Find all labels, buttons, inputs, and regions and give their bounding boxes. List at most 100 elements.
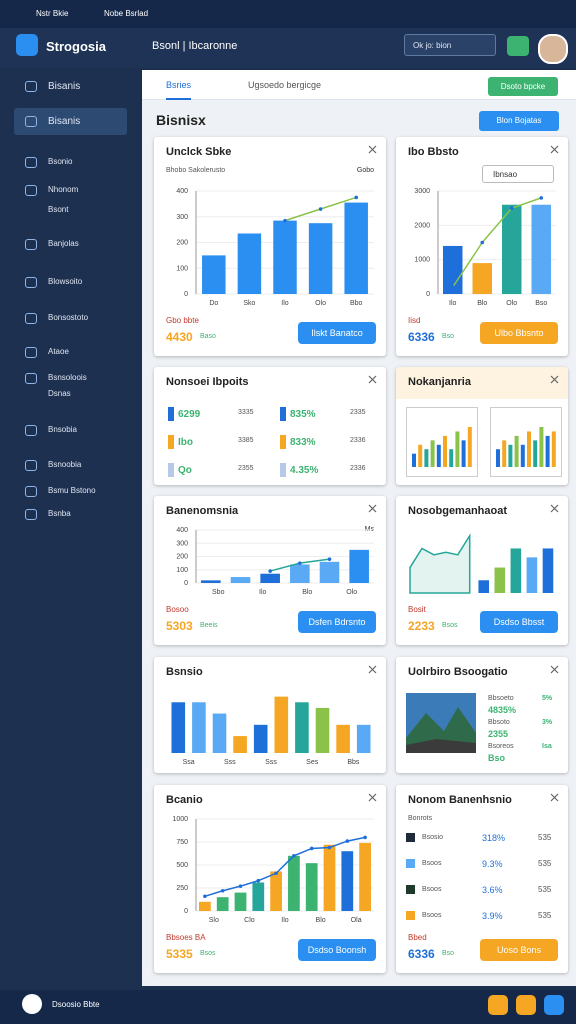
active-item[interactable] [14, 108, 127, 135]
green-button[interactable] [507, 36, 529, 56]
sidebar-icon [25, 460, 37, 471]
mini-frame [406, 407, 478, 477]
mini-bar [545, 435, 550, 467]
sidebar-item[interactable]: Bsnba [48, 509, 71, 518]
sidebar-item[interactable]: Blowsoito [48, 277, 83, 286]
tab[interactable]: Ugsoedo bergicge [248, 80, 322, 90]
card-title: Uolrbiro Bsoogatio [408, 666, 508, 678]
status-text: Nobe Bsrlad [104, 9, 149, 18]
photo-row-cell: 5% [542, 695, 553, 702]
bar [230, 577, 251, 583]
legend-extra: 535 [538, 859, 552, 868]
avatar[interactable] [538, 34, 568, 64]
card: Nonom Banenhsnio Bonrots Bbed 6336 Bso Uoso B… [396, 785, 568, 973]
line-point [274, 871, 278, 876]
card: Nonsoei Ibpoits 6299 3335 835% 2335 Ibo 3385 83… [154, 367, 386, 485]
page-action[interactable]: Blon Bojatas [479, 111, 559, 131]
chart: 0 250 500 750 1000 Slo Clo Ilo Blo Ola [172, 816, 374, 924]
legend-swatch [406, 911, 415, 920]
bar [192, 702, 206, 753]
sidebar-item[interactable]: Bsmu Bstono [48, 486, 96, 495]
footer-value: 5335 [166, 947, 193, 961]
sidebar-item[interactable]: Bisanis [48, 81, 81, 92]
line-point [327, 845, 332, 850]
sidebar-item[interactable]: Bonsostoto [48, 313, 89, 322]
app-name: Strogosia [46, 39, 106, 54]
bar [216, 897, 229, 911]
sidebar-icon [25, 277, 37, 288]
sidebar-item[interactable]: Ataoe [48, 347, 69, 356]
card: Uolrbiro Bsoogatio Bbsoeto 4835% 5% Bbsoto 23… [396, 657, 568, 773]
close-icon [368, 145, 377, 154]
mini-bar [551, 431, 556, 467]
card: Ibo Bbsto Ibnsao Iisd 6336 Bso Ulbo Bbsnto 0 10… [396, 137, 568, 356]
footer-button[interactable] [544, 995, 564, 1015]
card-button[interactable]: Dsfen Bdrsnto [298, 611, 376, 633]
sidebar-item[interactable]: Bsonio [48, 157, 73, 166]
sidebar-item[interactable]: Bnsobia [48, 425, 77, 434]
x-tick-label: Ilo [259, 589, 267, 596]
card-button[interactable]: Uoso Bons [480, 939, 558, 961]
card-button[interactable]: Ilskt Banatco [298, 322, 376, 344]
chart: 0 100 200 300 400 Do Sko Ilo Olo Bbo [176, 188, 374, 307]
line [452, 197, 542, 288]
line-point [292, 854, 296, 858]
sidebar-item[interactable]: Dsnas [48, 389, 71, 398]
x-tick-label: Bbo [350, 300, 363, 307]
sidebar-item[interactable]: Banjolas [48, 239, 79, 248]
x-tick-label: Blo [302, 589, 312, 596]
chart: 0 1000 2000 3000 Ilo Blo Olo Bso [414, 188, 556, 307]
dropdown[interactable]: Ibnsao [482, 165, 554, 183]
footer-button[interactable] [488, 995, 508, 1015]
bar [212, 713, 227, 753]
card-title: Banenomsnia [166, 505, 239, 517]
chart [368, 375, 377, 384]
footer-note: Bso [442, 333, 455, 340]
sidebar-item[interactable]: Nhonom [48, 185, 79, 194]
footer-value: 6336 [408, 330, 435, 344]
sidebar-icon [25, 81, 37, 92]
bar [233, 736, 247, 753]
legend-extra: 535 [538, 885, 552, 894]
tab-action[interactable]: Dsoto bpcke [488, 77, 558, 96]
bar [502, 204, 522, 294]
status-text: Nstr Bkie [36, 9, 69, 18]
card-button[interactable]: Dsdso Bbsst [480, 611, 558, 633]
card-button[interactable]: Ulbo Bbsnto [480, 322, 558, 344]
legend-extra: 535 [538, 833, 552, 842]
bar [323, 844, 336, 911]
search-box[interactable]: Ok jo: bion [404, 34, 496, 56]
photo [406, 693, 476, 753]
mini-bar [443, 435, 447, 467]
row-cell: 2355 [238, 465, 254, 472]
chart [550, 145, 559, 154]
x-tick-label: Sko [243, 300, 255, 307]
sidebar-item[interactable]: Bisanis [48, 116, 81, 127]
sidebar-item[interactable]: Bsnsoloois [48, 373, 87, 382]
bar [274, 696, 289, 753]
y-tick-label: 1000 [172, 816, 188, 823]
sidebar-icon [25, 425, 37, 436]
sidebar-item[interactable]: Bsont [48, 205, 69, 214]
line-point [256, 878, 261, 883]
mini-bar [418, 444, 423, 467]
x-tick-label: Ses [306, 759, 319, 766]
y-tick-label: 200 [176, 554, 188, 561]
tab[interactable]: Bsries [166, 80, 192, 100]
x-tick-label: Ilo [281, 917, 289, 924]
footer-button[interactable] [516, 995, 536, 1015]
mini-frame [490, 407, 562, 477]
header-subtitle: Bsonl | Ibcaronne [152, 40, 238, 52]
row-marker [280, 463, 286, 477]
status-bar [0, 0, 576, 28]
photo-row-cell: Bso [488, 753, 506, 763]
bar [356, 724, 371, 753]
card-button[interactable]: Dsdso Boonsh [298, 939, 376, 961]
x-tick-label: Ilo [449, 300, 457, 307]
card-title: Ibo Bbsto [408, 146, 459, 158]
bar [349, 549, 369, 583]
mini-bar [533, 440, 538, 467]
sidebar-item[interactable]: Bsnoobia [48, 460, 82, 469]
bar [252, 882, 265, 911]
bar [199, 901, 211, 911]
